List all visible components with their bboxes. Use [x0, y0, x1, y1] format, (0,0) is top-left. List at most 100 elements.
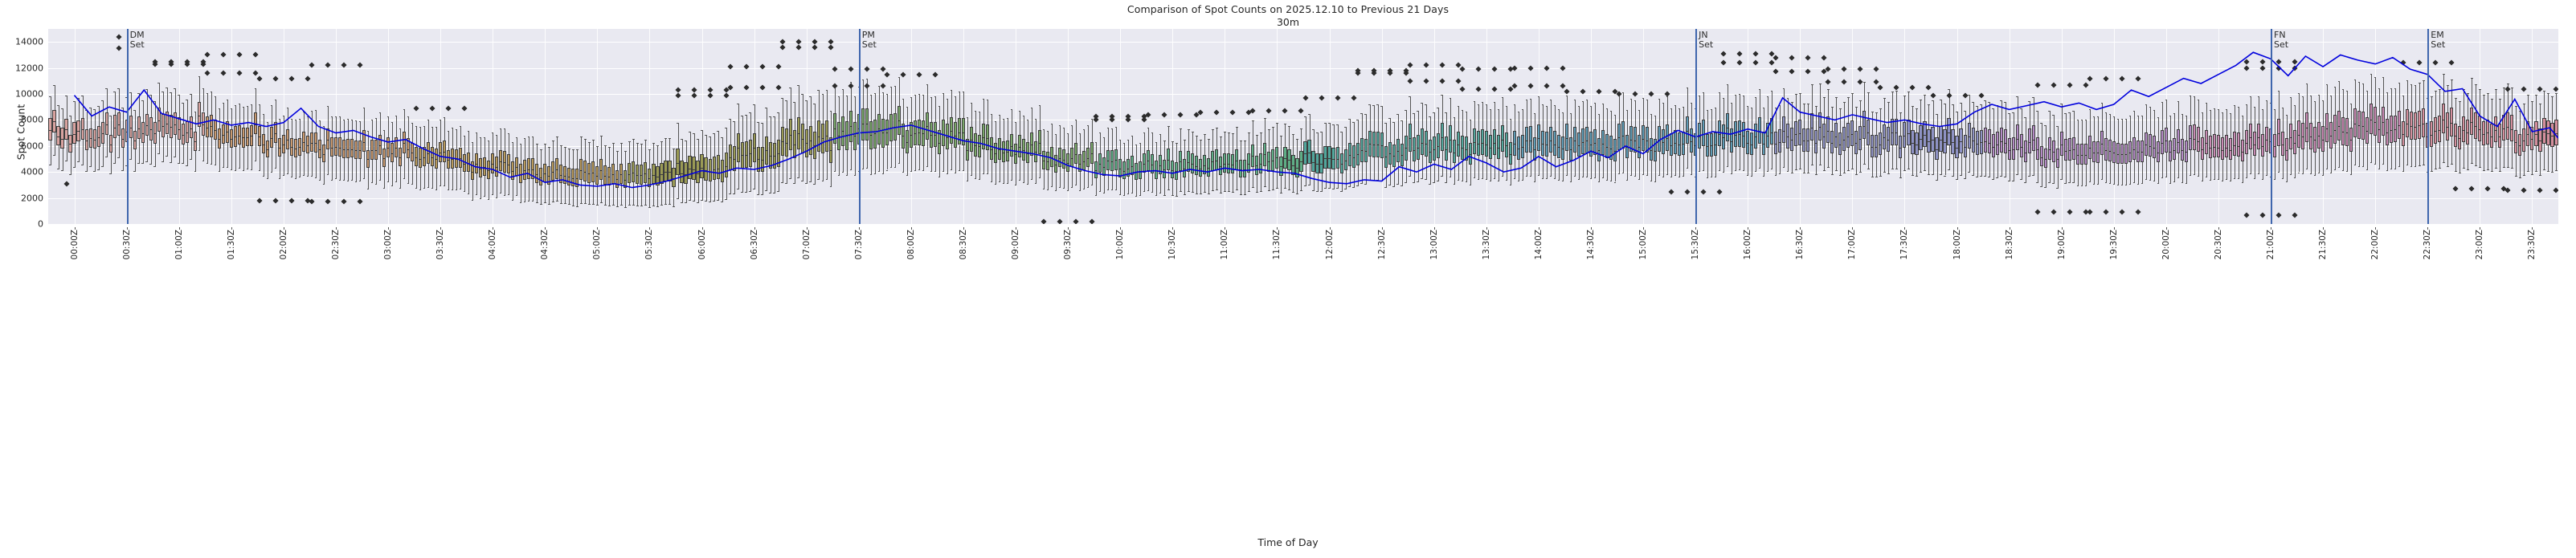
box-whisker-upper: [243, 107, 244, 128]
box-cap-lower: [250, 169, 253, 170]
box-cap-lower: [141, 162, 144, 164]
y-tick-label: 0: [38, 218, 43, 230]
box-whisker-upper: [388, 116, 390, 138]
box-cap-upper: [129, 92, 132, 93]
x-tick-label: 17:30Z: [1899, 230, 1910, 260]
box-cap-upper: [483, 137, 486, 139]
box-median: [221, 135, 225, 136]
box-whisker-lower: [247, 146, 248, 169]
box-whisker-upper: [347, 119, 349, 140]
box-cap-lower: [435, 189, 438, 191]
x-tick-label: 23:00Z: [2475, 230, 2485, 260]
box-cap-lower: [451, 189, 454, 191]
box-whisker-lower: [315, 153, 317, 177]
box-whisker-lower: [70, 152, 72, 174]
box-cap-lower: [411, 184, 414, 185]
box-median: [193, 141, 197, 143]
box-whisker-lower: [194, 150, 196, 172]
box-body: [217, 128, 221, 149]
box-cap-lower: [334, 178, 337, 180]
box-cap-lower: [89, 166, 92, 168]
box-whisker-lower: [448, 169, 450, 190]
x-tick-label: 05:30Z: [644, 230, 655, 260]
box-body: [64, 118, 68, 140]
box-whisker-lower: [186, 142, 188, 166]
box-median: [181, 134, 185, 136]
box-whisker-lower: [436, 168, 438, 190]
x-gridline: [1068, 29, 1069, 224]
box-body: [157, 108, 161, 132]
box-median: [407, 149, 411, 150]
box-whisker-upper: [162, 91, 164, 115]
box-cap-upper: [242, 107, 245, 108]
box-cap-upper: [202, 88, 204, 90]
box-whisker-upper: [420, 126, 422, 149]
box-cap-upper: [346, 119, 350, 120]
box-body: [329, 136, 333, 157]
box-cap-upper: [61, 108, 63, 109]
box-body: [269, 127, 273, 148]
box-body: [68, 134, 72, 153]
x-tick-label: 19:00Z: [2056, 230, 2067, 260]
box-cap-lower: [266, 177, 269, 179]
box-whisker-lower: [150, 140, 152, 165]
box-body: [382, 149, 386, 167]
box-median: [317, 149, 321, 151]
box-cap-upper: [214, 96, 216, 98]
annotation-line: [1695, 29, 1698, 224]
box-body: [293, 139, 297, 157]
box-body: [431, 147, 435, 167]
box-cap-upper: [415, 126, 418, 128]
x-tick-label: 21:00Z: [2266, 230, 2276, 260]
box-body: [399, 148, 403, 166]
box-cap-lower: [342, 180, 346, 181]
box-cap-upper: [182, 102, 184, 104]
box-whisker-lower: [227, 142, 228, 168]
box-cap-upper: [117, 88, 120, 90]
box-cap-upper: [198, 75, 200, 77]
box-whisker-upper: [468, 131, 470, 153]
box-body: [56, 125, 60, 146]
x-gridline: [1120, 29, 1122, 224]
x-tick-label: 02:30Z: [330, 230, 341, 260]
box-body: [443, 140, 447, 163]
box-cap-lower: [125, 165, 128, 166]
box-cap-upper: [145, 88, 148, 90]
box-whisker-upper: [432, 126, 434, 148]
box-whisker-upper: [416, 126, 418, 147]
box-body: [378, 134, 382, 156]
x-tick-label: 06:30Z: [749, 230, 759, 260]
box-whisker-upper: [331, 116, 333, 137]
box-body: [165, 112, 169, 135]
box-body: [76, 120, 80, 141]
box-cap-lower: [427, 186, 430, 188]
box-median: [350, 149, 354, 150]
box-whisker-lower: [388, 157, 390, 181]
box-body: [447, 150, 451, 169]
box-cap-lower: [230, 169, 232, 171]
x-tick-label: 16:00Z: [1743, 230, 1753, 260]
annotation-label: PM Set: [861, 30, 877, 50]
box-cap-upper: [97, 105, 100, 107]
box-cap-lower: [153, 166, 156, 168]
box-cap-upper: [411, 122, 414, 124]
box-body: [60, 128, 64, 149]
box-median: [285, 140, 289, 141]
x-tick-label: 09:30Z: [1063, 230, 1073, 260]
box-median: [145, 125, 149, 127]
box-cap-upper: [378, 112, 382, 114]
box-cap-lower: [338, 180, 341, 181]
box-body: [121, 128, 125, 148]
box-median: [483, 167, 487, 169]
box-whisker-lower: [460, 167, 462, 189]
box-body: [337, 136, 341, 157]
box-cap-upper: [153, 100, 156, 102]
box-whisker-lower: [384, 166, 386, 189]
box-whisker-lower: [174, 135, 176, 157]
box-median: [399, 157, 403, 159]
box-whisker-lower: [134, 149, 136, 172]
box-whisker-lower: [380, 155, 382, 181]
box-body: [475, 153, 479, 173]
box-median: [321, 154, 325, 156]
